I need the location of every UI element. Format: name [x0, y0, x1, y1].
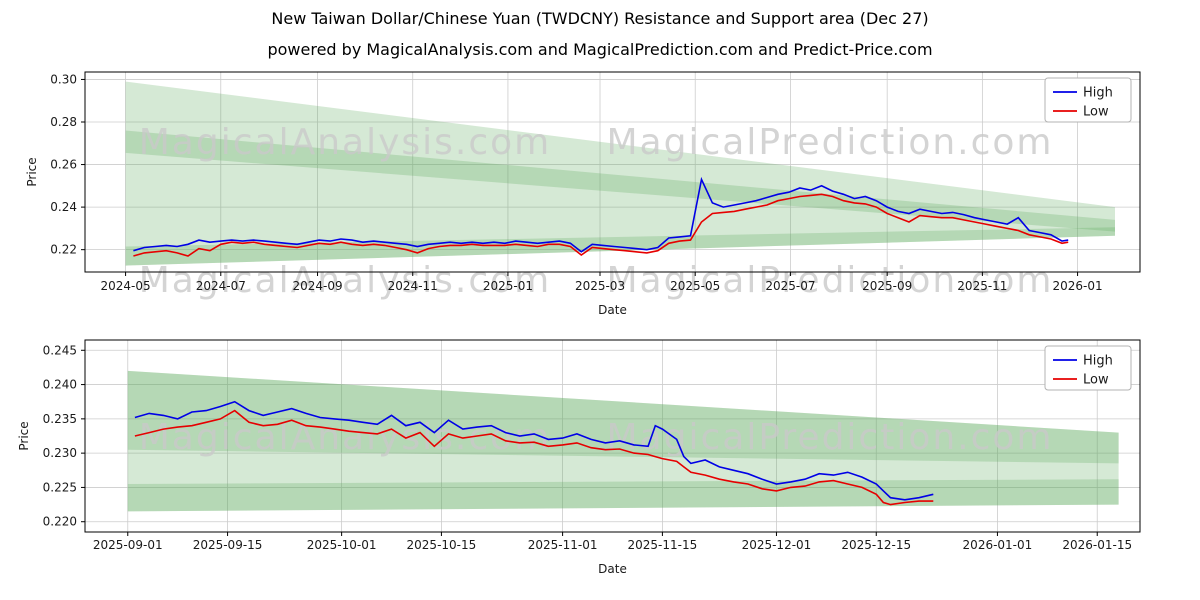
legend: High Low	[1044, 345, 1132, 391]
watermark-prediction: MagicalPrediction.com	[607, 260, 1054, 301]
price-chart-bottom: MagicalAnalysis.com MagicalPrediction.com…	[17, 339, 1141, 576]
y-axis-label: Price	[25, 157, 39, 186]
band-polygon	[125, 81, 1116, 266]
tick-labels: 2024-05 2024-07 2024-09 2024-11 2025-01 2025-…	[50, 72, 1102, 293]
legend: High Low	[1044, 77, 1132, 123]
grid	[85, 340, 1140, 532]
y-tick-label: 0.30	[50, 72, 77, 86]
y-tick-label: 0.225	[43, 480, 77, 494]
y-tick-label: 0.230	[43, 446, 77, 460]
y-tick-label: 0.28	[50, 115, 77, 129]
x-tick-label: 2025-09-01	[93, 538, 163, 552]
low-line	[133, 193, 1069, 257]
watermark-prediction: MagicalPrediction.com	[607, 417, 1054, 458]
y-tick-label: 0.22	[50, 243, 77, 257]
band-polygon	[127, 370, 1119, 464]
x-tick-label: 2026-01-01	[963, 538, 1033, 552]
legend-low-label: Low	[1083, 373, 1109, 388]
x-tick-label: 2025-10-01	[307, 538, 377, 552]
x-tick-label: 2024-07	[196, 279, 246, 293]
high-line	[134, 400, 934, 501]
legend-high-label: High	[1083, 86, 1113, 101]
support-resistance-bands	[127, 370, 1119, 512]
support-resistance-bands	[125, 81, 1116, 266]
x-tick-label: 2025-10-15	[407, 538, 477, 552]
low-line	[134, 409, 934, 506]
x-tick-label: 2024-05	[101, 279, 151, 293]
x-tick-label: 2025-07	[765, 279, 815, 293]
band-polygon	[125, 130, 1116, 232]
x-tick-label: 2025-09	[862, 279, 912, 293]
legend-low-label: Low	[1083, 105, 1109, 120]
x-tick-label: 2025-11-15	[628, 538, 698, 552]
y-tick-label: 0.220	[43, 515, 77, 529]
y-axis-label: Price	[17, 421, 31, 450]
axes-border	[84, 339, 1141, 533]
watermark-prediction: MagicalPrediction.com	[607, 122, 1054, 163]
x-tick-label: 2026-01-15	[1062, 538, 1132, 552]
y-tick-label: 0.26	[50, 158, 77, 172]
x-tick-label: 2025-11	[957, 279, 1007, 293]
x-tick-label: 2024-09	[292, 279, 342, 293]
x-tick-label: 2026-01	[1053, 279, 1103, 293]
tick-labels: 2025-09-01 2025-09-15 2025-10-01 2025-10-15…	[43, 343, 1132, 552]
price-chart-top: MagicalAnalysis.com MagicalPrediction.com…	[25, 71, 1141, 317]
high-line	[133, 176, 1069, 253]
axes-border	[84, 71, 1141, 273]
x-tick-label: 2025-12-01	[742, 538, 812, 552]
watermark-analysis: MagicalAnalysis.com	[139, 417, 551, 458]
legend-high-label: High	[1083, 354, 1113, 369]
x-tick-label: 2025-11-01	[528, 538, 598, 552]
x-tick-label: 2025-01	[483, 279, 533, 293]
y-tick-label: 0.235	[43, 412, 77, 426]
x-tick-label: 2025-12-15	[841, 538, 911, 552]
y-tick-label: 0.240	[43, 378, 77, 392]
chart-subtitle: powered by MagicalAnalysis.com and Magic…	[267, 40, 933, 59]
watermark-analysis: MagicalAnalysis.com	[139, 122, 551, 163]
y-tick-label: 0.245	[43, 343, 77, 357]
x-axis-label: Date	[598, 303, 627, 317]
y-tick-label: 0.24	[50, 200, 77, 214]
x-tick-label: 2025-09-15	[193, 538, 263, 552]
x-tick-label: 2025-03	[575, 279, 625, 293]
chart-title: New Taiwan Dollar/Chinese Yuan (TWDCNY) …	[271, 9, 929, 28]
x-axis-label: Date	[598, 562, 627, 576]
watermark-analysis: MagicalAnalysis.com	[139, 260, 551, 301]
x-tick-label: 2024-11	[388, 279, 438, 293]
band-polygon	[127, 479, 1119, 512]
x-tick-label: 2025-05	[670, 279, 720, 293]
